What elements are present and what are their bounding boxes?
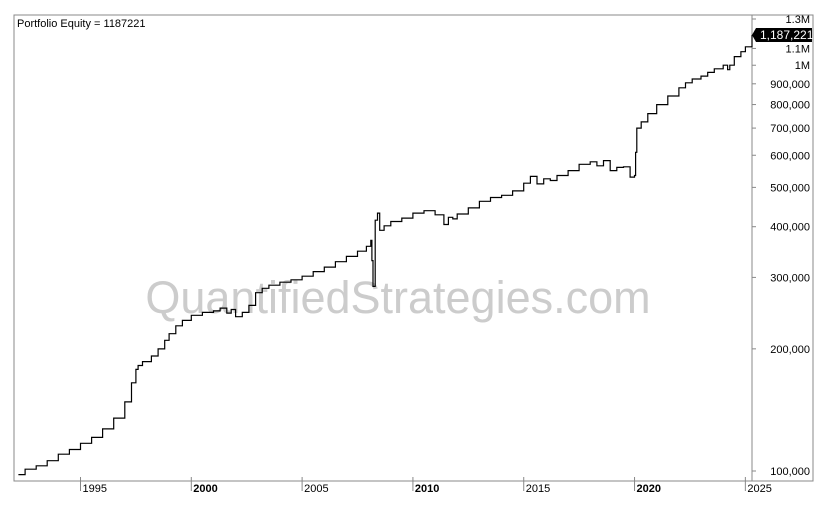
y-tick-label: 700,000: [770, 123, 810, 135]
x-tick-label: 2020: [637, 483, 661, 495]
equity-series-line: [18, 35, 753, 476]
watermark: QuantifiedStrategies.com: [145, 272, 650, 323]
last-value-box: [752, 27, 812, 42]
y-tick-label: 1.3M: [786, 14, 810, 26]
y-tick-label: 800,000: [770, 100, 810, 112]
y-tick-label: 1M: [795, 60, 810, 72]
y-tick-label: 500,000: [770, 182, 810, 194]
plot-frame: [13, 14, 814, 482]
x-tick-label: 2015: [526, 483, 550, 495]
y-tick-label: 600,000: [770, 150, 810, 162]
y-tick-label: 300,000: [770, 272, 810, 284]
x-axis-ticks: 1995 2000 2005 2010 2015 2020 2025: [79, 477, 772, 495]
last-value-marker: 1,187,221: [752, 27, 814, 42]
y-tick-label: 100,000: [770, 466, 810, 478]
y-tick-label: 900,000: [770, 79, 810, 91]
y-tick-label: 400,000: [770, 222, 810, 234]
y-tick-label: 200,000: [770, 344, 810, 356]
last-value-label: 1,187,221: [760, 28, 814, 42]
x-tick-label: 2000: [193, 483, 217, 495]
x-tick-label: 2010: [415, 483, 439, 495]
x-tick-label: 1995: [82, 483, 106, 495]
x-tick-label: 2025: [747, 483, 771, 495]
y-axis-ticks: 100,000 200,000 300,000 400,000 500,000 600,0…: [752, 14, 810, 478]
x-tick-label: 2005: [304, 483, 328, 495]
chart-title: Portfolio Equity = 1187221: [17, 18, 146, 30]
y-tick-label: 1.1M: [786, 43, 810, 55]
